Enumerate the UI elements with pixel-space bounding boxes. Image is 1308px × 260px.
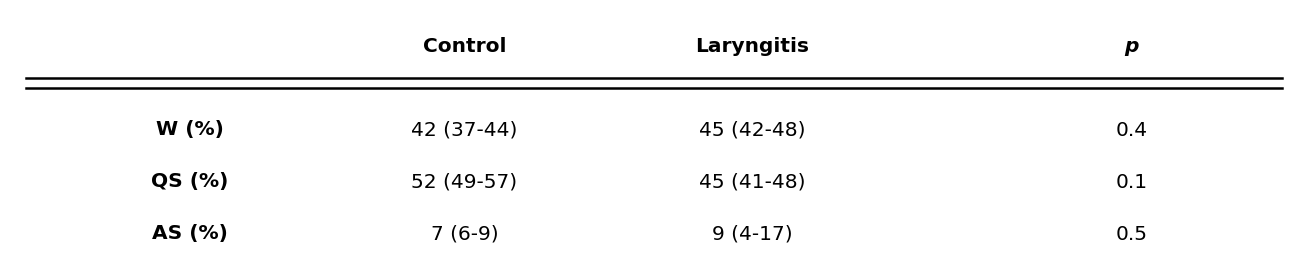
Text: 42 (37-44): 42 (37-44) — [411, 120, 518, 140]
Text: 52 (49-57): 52 (49-57) — [411, 172, 518, 192]
Text: Control: Control — [422, 37, 506, 56]
Text: p: p — [1125, 37, 1138, 56]
Text: 0.5: 0.5 — [1116, 224, 1147, 244]
Text: 45 (42-48): 45 (42-48) — [698, 120, 806, 140]
Text: 9 (4-17): 9 (4-17) — [712, 224, 793, 244]
Text: 45 (41-48): 45 (41-48) — [698, 172, 806, 192]
Text: 7 (6-9): 7 (6-9) — [430, 224, 498, 244]
Text: Laryngitis: Laryngitis — [695, 37, 810, 56]
Text: 0.4: 0.4 — [1116, 120, 1147, 140]
Text: QS (%): QS (%) — [150, 172, 229, 192]
Text: W (%): W (%) — [156, 120, 224, 140]
Text: 0.1: 0.1 — [1116, 172, 1147, 192]
Text: AS (%): AS (%) — [152, 224, 228, 244]
